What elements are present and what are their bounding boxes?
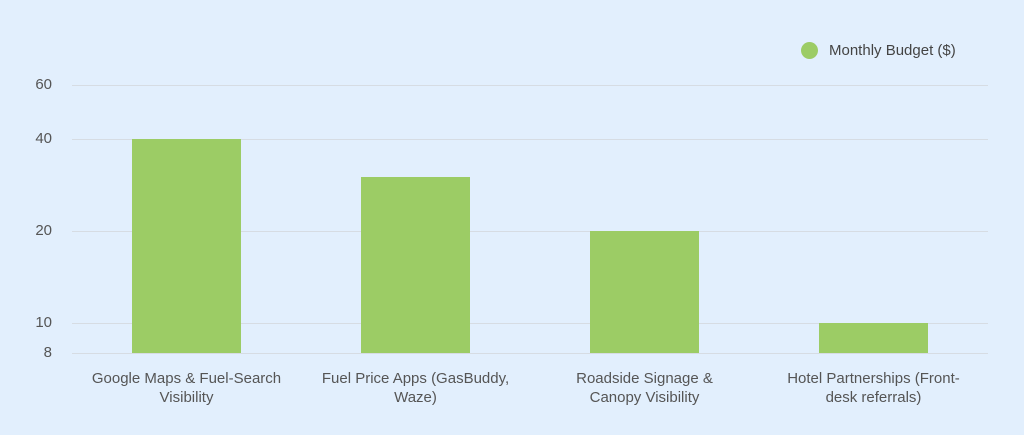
y-tick-label: 40 (35, 130, 52, 147)
legend-label: Monthly Budget ($) (829, 41, 956, 59)
gridline (72, 85, 988, 86)
bar[interactable] (132, 139, 241, 353)
gridline (72, 353, 988, 354)
x-axis-label: Hotel Partnerships (Front-desk referrals… (787, 370, 960, 406)
legend: Monthly Budget ($) (801, 40, 956, 60)
y-tick-label: 10 (35, 314, 52, 331)
x-axis-label: Roadside Signage & Canopy Visibility (576, 370, 713, 406)
gridline (72, 323, 988, 324)
y-tick-label: 8 (43, 344, 52, 361)
y-tick-label: 60 (35, 76, 52, 93)
y-tick-label: 20 (35, 222, 52, 239)
x-axis-label: Google Maps & Fuel-Search Visibility (91, 370, 282, 406)
bar[interactable] (590, 231, 699, 353)
gridline (72, 231, 988, 232)
x-axis-label: Fuel Price Apps (GasBuddy, Waze) (321, 370, 510, 406)
gridline (72, 139, 988, 140)
bar[interactable] (819, 323, 928, 353)
bar[interactable] (361, 177, 470, 353)
legend-swatch-icon (801, 41, 818, 59)
